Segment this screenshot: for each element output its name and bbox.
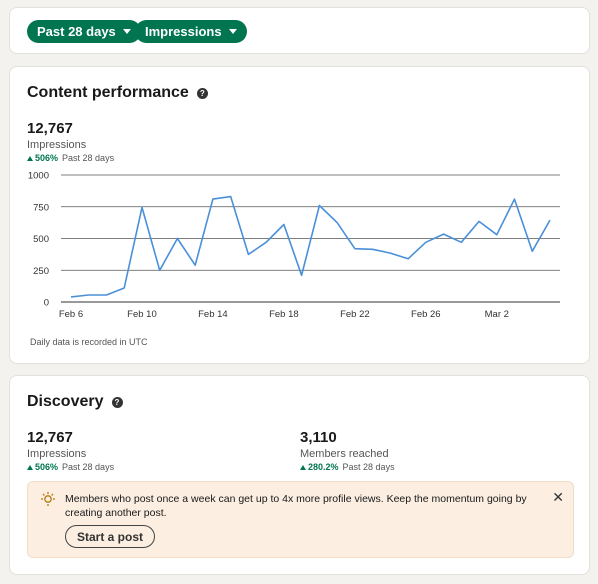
metric-label: Impressions xyxy=(145,24,222,39)
help-icon[interactable]: ? xyxy=(196,87,208,99)
close-icon[interactable]: ✕ xyxy=(552,489,564,505)
caret-down-icon xyxy=(228,29,237,34)
y-tick-label: 750 xyxy=(33,202,49,213)
trend-up-icon xyxy=(27,464,33,470)
impressions-delta: 506% Past 28 days xyxy=(27,153,114,163)
caret-down-icon xyxy=(122,29,131,34)
impressions-value: 12,767 xyxy=(27,120,73,137)
content-performance-title: Content performance ? xyxy=(27,84,208,102)
title-text: Discovery xyxy=(27,393,104,410)
x-tick-label: Feb 22 xyxy=(340,309,370,320)
discovery-card: Discovery ? 12,767 Impressions 506% Past… xyxy=(9,375,590,575)
x-tick-label: Feb 10 xyxy=(127,309,157,320)
delta-period: Past 28 days xyxy=(62,153,115,163)
members-reached-delta: 280.2% Past 28 days xyxy=(300,462,395,472)
x-tick-label: Feb 6 xyxy=(59,309,83,320)
impressions-line-chart: 0 250 500 750 1000 Feb 6 Feb 10 Feb 14 Feb 18 Feb… xyxy=(28,171,560,320)
filter-bar: Past 28 days Impressions xyxy=(9,7,590,54)
trend-up-icon xyxy=(300,464,306,470)
delta-percent: 280.2% xyxy=(308,462,339,472)
start-post-button[interactable]: Start a post xyxy=(65,525,156,548)
discovery-impressions-value: 12,767 xyxy=(27,429,73,446)
delta-percent: 506% xyxy=(35,153,59,163)
x-tick-label: Mar 2 xyxy=(485,309,509,320)
trend-up-icon xyxy=(27,155,33,161)
lightbulb-icon xyxy=(41,492,55,506)
y-tick-label: 500 xyxy=(33,234,49,245)
delta-period: Past 28 days xyxy=(342,462,395,472)
date-range-dropdown[interactable]: Past 28 days xyxy=(27,20,141,43)
discovery-impressions-label: Impressions xyxy=(27,448,87,460)
impressions-series-line xyxy=(70,195,551,298)
y-tick-label: 1000 xyxy=(28,171,49,182)
discovery-title: Discovery ? xyxy=(27,393,123,411)
tip-text: Members who post once a week can get up … xyxy=(65,493,527,519)
impressions-label: Impressions xyxy=(27,139,87,151)
content-performance-card: Content performance ? 12,767 Impressions… xyxy=(9,66,590,364)
metric-dropdown[interactable]: Impressions xyxy=(135,20,247,43)
posting-tip-banner: Members who post once a week can get up … xyxy=(27,481,574,558)
y-tick-label: 250 xyxy=(33,266,49,277)
x-tick-label: Feb 14 xyxy=(198,309,228,320)
delta-period: Past 28 days xyxy=(62,462,115,472)
discovery-impressions-delta: 506% Past 28 days xyxy=(27,462,114,472)
x-tick-label: Feb 18 xyxy=(269,309,299,320)
help-icon[interactable]: ? xyxy=(111,396,123,408)
date-range-label: Past 28 days xyxy=(37,24,116,39)
y-tick-label: 0 xyxy=(44,298,49,309)
utc-footnote: Daily data is recorded in UTC xyxy=(30,337,148,347)
members-reached-value: 3,110 xyxy=(300,429,337,446)
members-reached-label: Members reached xyxy=(300,448,389,460)
x-tick-label: Feb 26 xyxy=(411,309,441,320)
delta-percent: 506% xyxy=(35,462,59,472)
title-text: Content performance xyxy=(27,84,189,101)
